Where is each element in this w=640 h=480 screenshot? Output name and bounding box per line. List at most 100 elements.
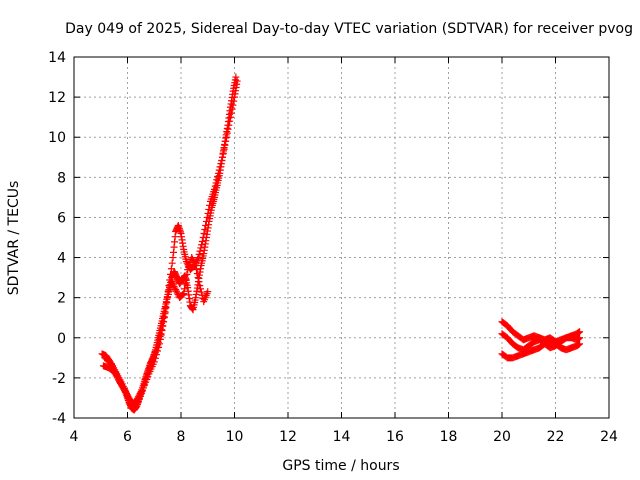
x-tick-label: 8 xyxy=(177,429,186,445)
data-point xyxy=(181,280,189,288)
data-point xyxy=(233,77,241,85)
data-point xyxy=(182,275,190,283)
data-point xyxy=(204,209,212,217)
data-point xyxy=(164,290,172,298)
data-point xyxy=(192,262,200,270)
evening-trace-lower xyxy=(498,338,584,362)
data-point xyxy=(214,169,222,177)
data-point xyxy=(193,270,201,278)
data-point xyxy=(171,284,179,292)
data-point xyxy=(183,270,191,278)
data-point xyxy=(173,289,181,297)
data-point xyxy=(198,241,206,249)
axis-ticks xyxy=(73,56,610,419)
data-point xyxy=(211,182,219,190)
y-tick-label: -2 xyxy=(52,371,66,387)
grid-lines xyxy=(74,57,609,418)
data-point xyxy=(576,340,584,348)
data-point xyxy=(168,279,176,287)
data-point xyxy=(197,285,205,293)
data-point xyxy=(216,163,224,171)
data-point xyxy=(576,328,584,336)
data-point xyxy=(199,234,207,241)
data-point xyxy=(198,238,206,246)
x-tick-label: 24 xyxy=(600,429,618,445)
y-tick-label: 0 xyxy=(57,331,66,347)
data-point xyxy=(133,399,141,407)
data-point xyxy=(228,105,236,113)
y-tick-label: 4 xyxy=(57,251,66,267)
data-point xyxy=(215,166,223,174)
data-point xyxy=(203,213,211,221)
data-point xyxy=(190,258,198,266)
x-tick-labels: 4 6 8 10 12 14 16 18 20 22 24 xyxy=(70,429,618,445)
data-point xyxy=(169,281,177,289)
y-tick-labels: -4 -2 0 2 4 6 8 10 12 14 xyxy=(48,50,66,427)
y-axis-label: SDTVAR / TECUs xyxy=(6,181,22,296)
data-point xyxy=(224,125,232,133)
data-point xyxy=(182,258,190,266)
morning-trace-main xyxy=(98,73,240,414)
x-tick-label: 16 xyxy=(386,429,404,445)
x-tick-label: 14 xyxy=(333,429,351,445)
data-point xyxy=(196,282,204,290)
y-tick-label: 12 xyxy=(48,90,66,106)
data-point xyxy=(172,287,180,295)
data-point xyxy=(160,318,168,326)
data-point xyxy=(219,149,227,157)
data-point xyxy=(195,250,203,258)
x-tick-label: 6 xyxy=(123,429,132,445)
data-point xyxy=(218,153,226,161)
y-tick-label: 14 xyxy=(48,50,66,66)
data-point xyxy=(217,160,225,168)
morning-trace-lower xyxy=(101,254,212,410)
x-axis-label: GPS time / hours xyxy=(282,458,399,474)
data-point xyxy=(201,225,209,233)
x-tick-label: 22 xyxy=(547,429,565,445)
data-point xyxy=(167,270,175,278)
y-tick-label: 10 xyxy=(48,130,66,146)
data-point xyxy=(194,254,202,262)
data-point xyxy=(178,291,186,299)
data-point xyxy=(193,266,201,274)
data-point xyxy=(179,290,187,298)
data-point xyxy=(161,308,169,316)
data-point xyxy=(227,109,235,117)
data-point xyxy=(213,176,221,184)
morning-trace-offset xyxy=(99,77,241,408)
data-point xyxy=(168,259,176,267)
data-point xyxy=(225,121,233,129)
data-point xyxy=(163,298,171,306)
data-point xyxy=(205,205,213,213)
data-point xyxy=(157,331,165,339)
data-point xyxy=(150,358,158,366)
x-tick-label: 12 xyxy=(279,429,297,445)
data-point xyxy=(158,327,166,335)
data-point xyxy=(222,137,230,145)
y-tick-label: -4 xyxy=(52,411,66,427)
data-point xyxy=(165,287,173,295)
data-point xyxy=(159,322,167,330)
y-tick-label: 2 xyxy=(57,291,66,307)
data-point xyxy=(230,97,238,105)
x-tick-label: 4 xyxy=(70,429,79,445)
x-tick-label: 18 xyxy=(440,429,458,445)
data-point xyxy=(155,343,163,351)
data-point xyxy=(221,141,229,149)
y-tick-label: 8 xyxy=(57,170,66,186)
data-point xyxy=(153,347,161,355)
data-point xyxy=(170,282,178,290)
data-point xyxy=(202,221,210,229)
data-point xyxy=(202,217,210,225)
data-point xyxy=(156,340,164,348)
data-point xyxy=(189,255,197,263)
data-point xyxy=(180,290,188,298)
data-point xyxy=(196,247,204,255)
chart-title: Day 049 of 2025, Sidereal Day-to-day VTE… xyxy=(65,21,633,37)
x-tick-label: 10 xyxy=(226,429,244,445)
data-point xyxy=(200,229,208,237)
data-point xyxy=(152,351,160,359)
data-point xyxy=(222,133,230,141)
x-tick-label: 20 xyxy=(493,429,511,445)
data-point xyxy=(156,335,164,343)
